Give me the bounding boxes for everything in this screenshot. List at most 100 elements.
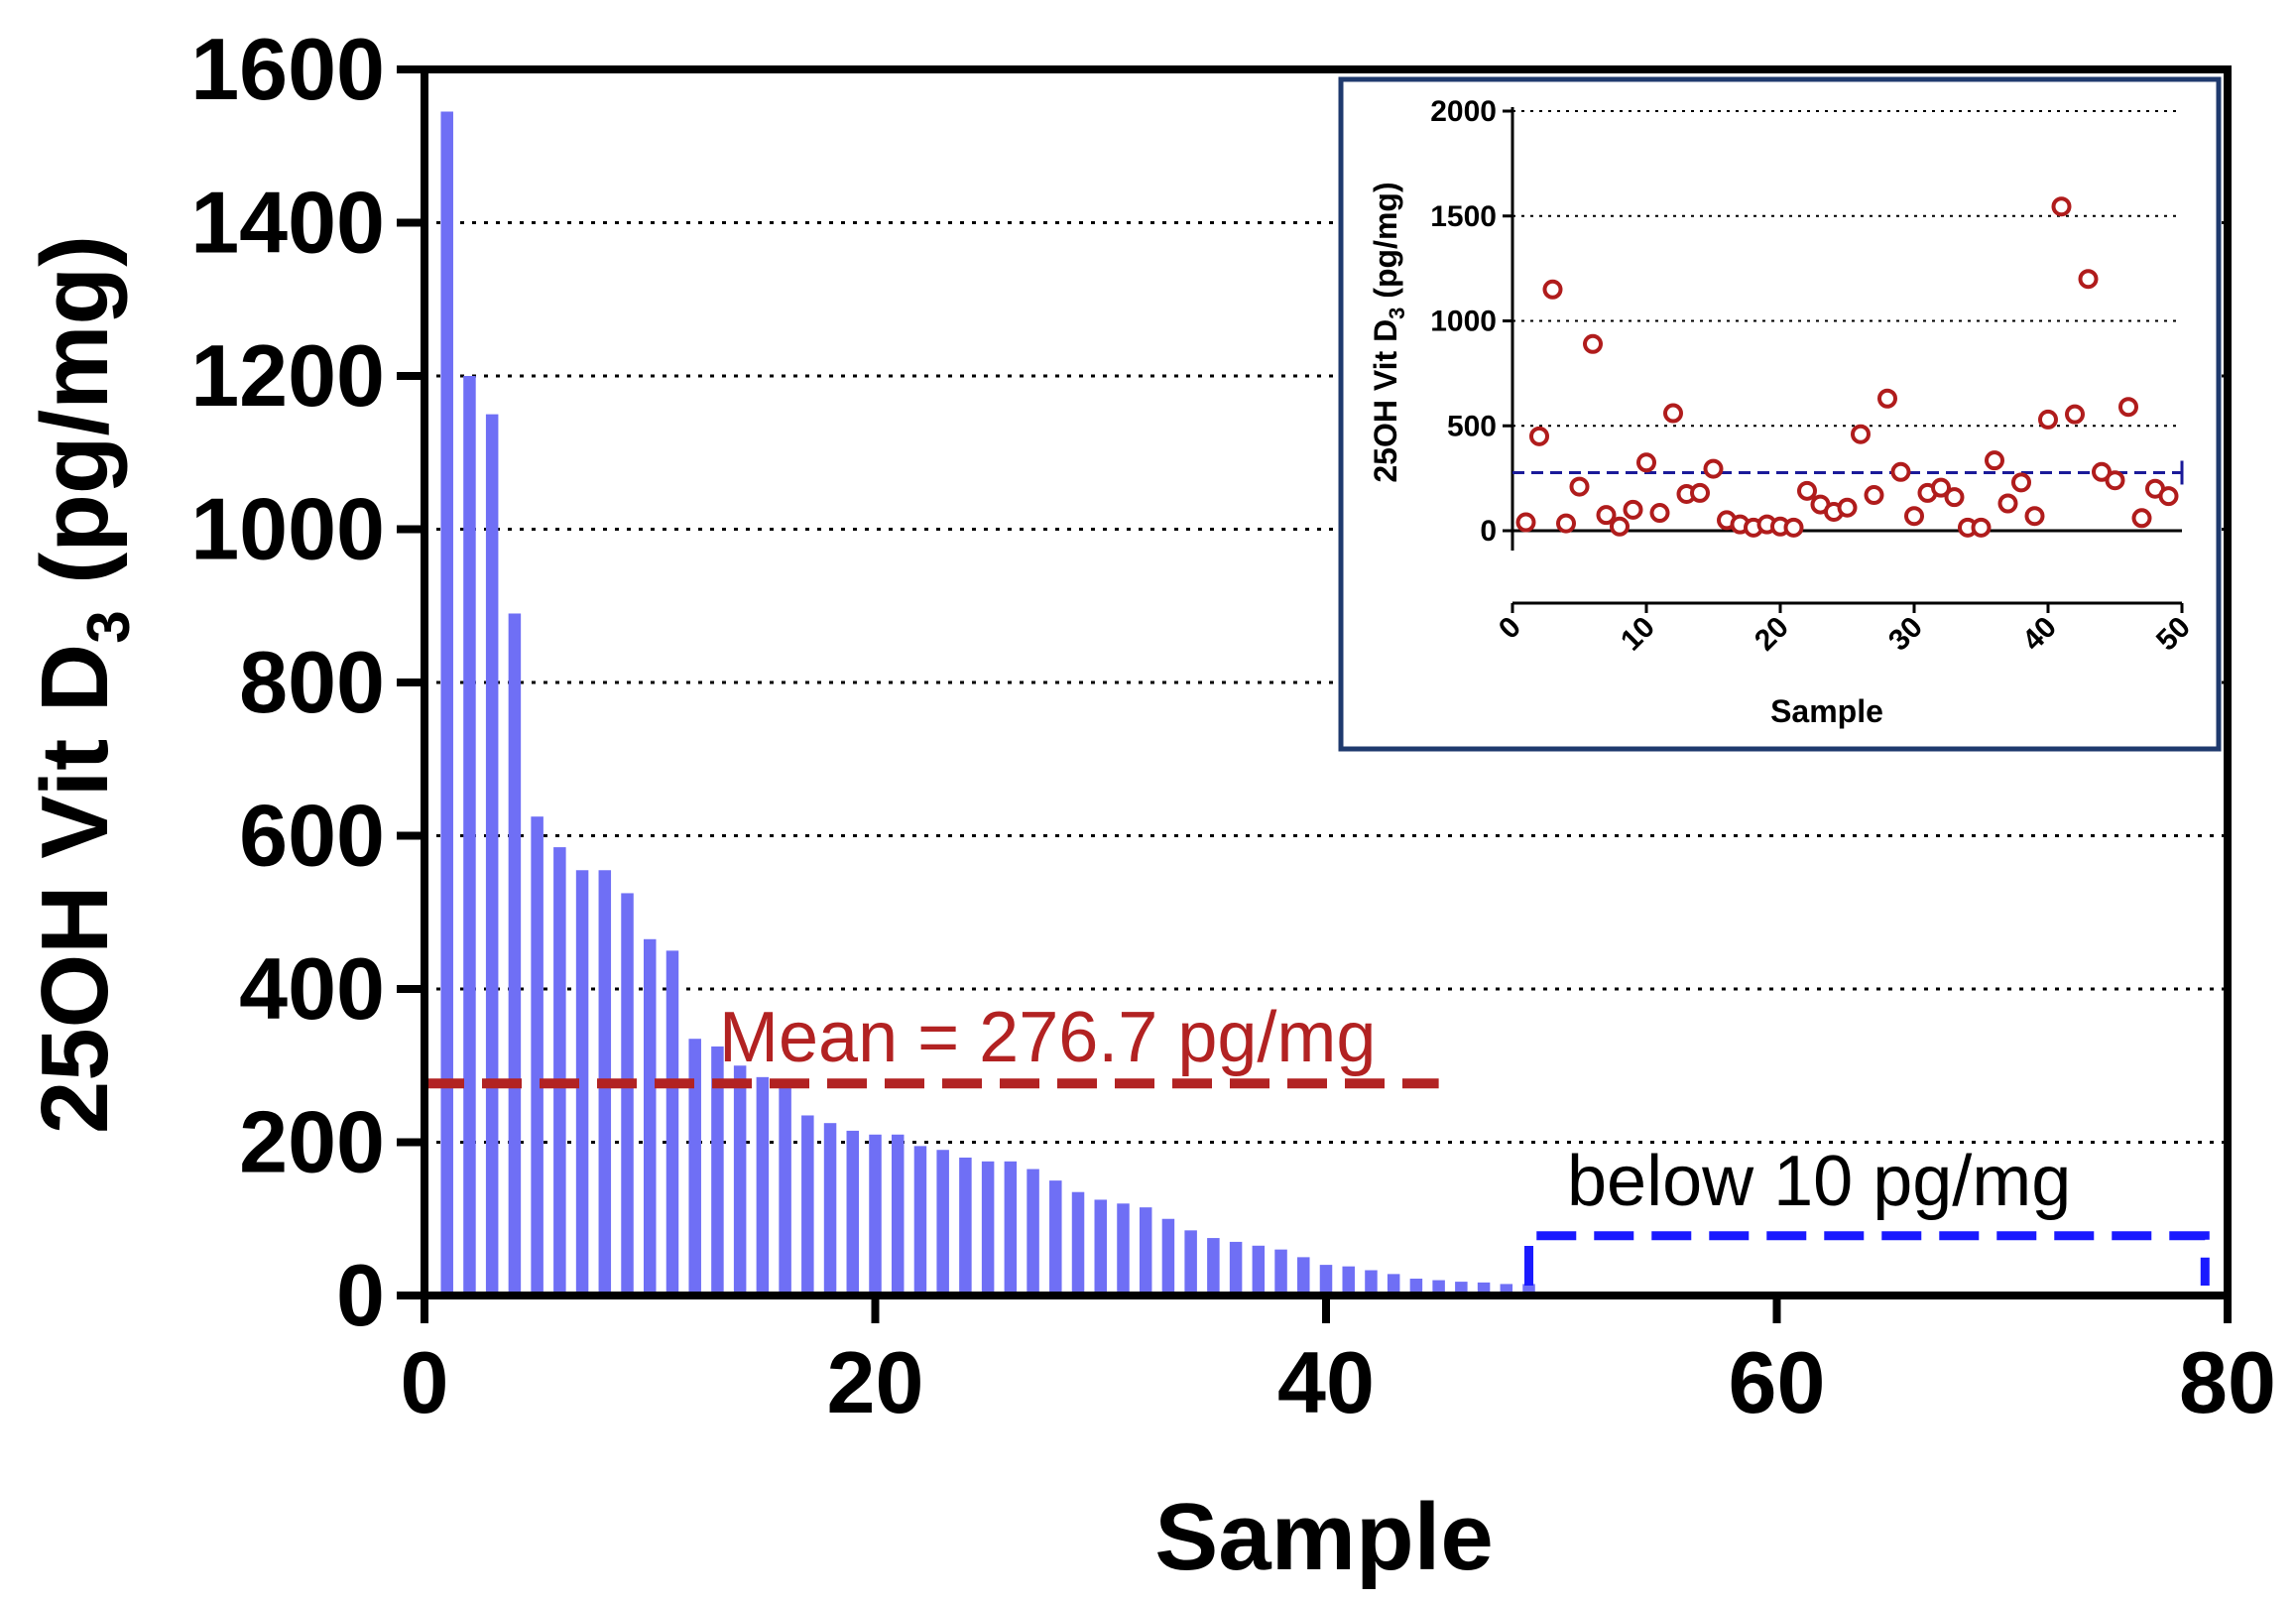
bar	[1274, 1249, 1287, 1296]
bar	[531, 816, 544, 1296]
inset-point	[1690, 482, 1710, 503]
inset-point	[2158, 486, 2179, 507]
bar	[665, 950, 679, 1296]
bar	[463, 376, 476, 1296]
main-x-tick-label: 0	[401, 1333, 449, 1431]
bar	[1027, 1169, 1039, 1296]
main-y-tick-label: 600	[239, 787, 385, 885]
main-y-axis-title: 25OH Vit D3 (pg/mg)	[22, 235, 142, 1134]
inset-point	[1649, 503, 1670, 524]
inset-y-axis-title-main: 25OH Vit D	[1368, 319, 1403, 483]
bar	[644, 938, 657, 1296]
bar	[1342, 1266, 1355, 1296]
inset-point	[1797, 480, 1817, 501]
inset-y-tick-label: 2000	[1430, 95, 1497, 128]
inset-point	[1931, 477, 1951, 498]
bar	[1139, 1207, 1152, 1296]
main-y-tick-label: 0	[336, 1246, 385, 1344]
inset-point	[2051, 196, 2072, 217]
bar	[1319, 1265, 1333, 1296]
bar	[891, 1134, 905, 1296]
main-y-axis-title-sub: 3	[75, 610, 142, 643]
inset-point	[2092, 461, 2112, 482]
main-y-tick-label: 1200	[190, 326, 385, 425]
bar	[1252, 1245, 1266, 1296]
bar	[1229, 1241, 1243, 1296]
inset-point	[1904, 506, 1924, 527]
bar	[756, 1076, 770, 1296]
inset-point	[1877, 388, 1897, 409]
inset-y-tick-label: 0	[1480, 515, 1497, 548]
inset-point	[1623, 499, 1643, 520]
inset-point	[1971, 517, 1992, 538]
bar	[913, 1146, 927, 1296]
inset-point	[1610, 516, 1630, 537]
inset-point	[1851, 424, 1871, 444]
bar	[1094, 1199, 1107, 1296]
bar	[1004, 1161, 1018, 1296]
below-10-bracket	[1524, 1231, 2210, 1286]
inset-y-tick-label: 1000	[1430, 306, 1497, 338]
inset-point	[1703, 458, 1724, 479]
main-y-tick-label: 200	[239, 1093, 385, 1191]
bar	[1207, 1238, 1220, 1296]
bar	[1365, 1270, 1378, 1296]
inset-y-tick-label: 500	[1447, 410, 1497, 442]
inset-point	[1663, 403, 1683, 424]
inset-x-axis-title: Sample	[1770, 693, 1883, 729]
inset-point	[2105, 470, 2125, 491]
bar	[508, 613, 522, 1296]
bar	[823, 1123, 837, 1296]
main-y-tick-label: 800	[239, 633, 385, 731]
main-x-tick-labels: 0 20 40 60 80	[401, 1296, 2276, 1431]
bar	[801, 1115, 814, 1296]
inset-point	[1556, 513, 1576, 534]
main-y-axis-title-unit: (pg/mg)	[22, 235, 128, 611]
bar	[485, 414, 499, 1296]
bar	[688, 1039, 701, 1296]
inset-y-tick-label: 1500	[1430, 200, 1497, 233]
main-y-tick-label: 1600	[190, 20, 385, 118]
bar	[846, 1130, 860, 1296]
main-x-tick-label: 80	[2179, 1333, 2276, 1431]
inset-point	[1542, 279, 1563, 300]
inset-point	[2078, 269, 2099, 290]
bar	[1522, 1284, 1535, 1296]
bar	[440, 111, 453, 1296]
main-bars	[440, 111, 1535, 1296]
inset-points	[1515, 196, 2179, 538]
inset-point	[1515, 512, 1536, 533]
main-below-bracket	[1524, 1231, 2210, 1286]
main-y-tick-labels: 0 200 400 600 800 1000 1200 1400 1600	[190, 20, 424, 1344]
inset-point	[1944, 487, 1965, 508]
main-y-tick-label: 1400	[190, 174, 385, 272]
main-x-axis-title: Sample	[1154, 1484, 1493, 1590]
inset-y-axis-title-sub: 3	[1385, 308, 1409, 319]
bar	[1409, 1279, 1423, 1296]
inset-point	[2065, 404, 2085, 425]
inset-point	[1569, 476, 1590, 497]
bar	[1184, 1230, 1197, 1296]
bar	[711, 1046, 724, 1296]
bar	[553, 847, 566, 1296]
bar	[1117, 1203, 1130, 1296]
bar	[1387, 1274, 1400, 1296]
bar	[779, 1080, 791, 1296]
inset-point	[2011, 472, 2031, 493]
main-y-axis-title-main: 25OH Vit D	[22, 644, 128, 1134]
inset-point	[1985, 450, 2004, 471]
bar	[1071, 1191, 1085, 1296]
inset-point	[2131, 508, 2152, 529]
below-10-label: below 10 pg/mg	[1567, 1142, 2071, 1221]
bar	[733, 1065, 747, 1296]
inset-point	[2118, 397, 2138, 418]
bar	[1500, 1284, 1513, 1296]
inset-point	[1837, 497, 1858, 518]
bar	[959, 1157, 972, 1296]
main-x-tick-label: 20	[827, 1333, 924, 1431]
inset-point	[1636, 452, 1656, 473]
main-y-tick-label: 1000	[190, 480, 385, 578]
